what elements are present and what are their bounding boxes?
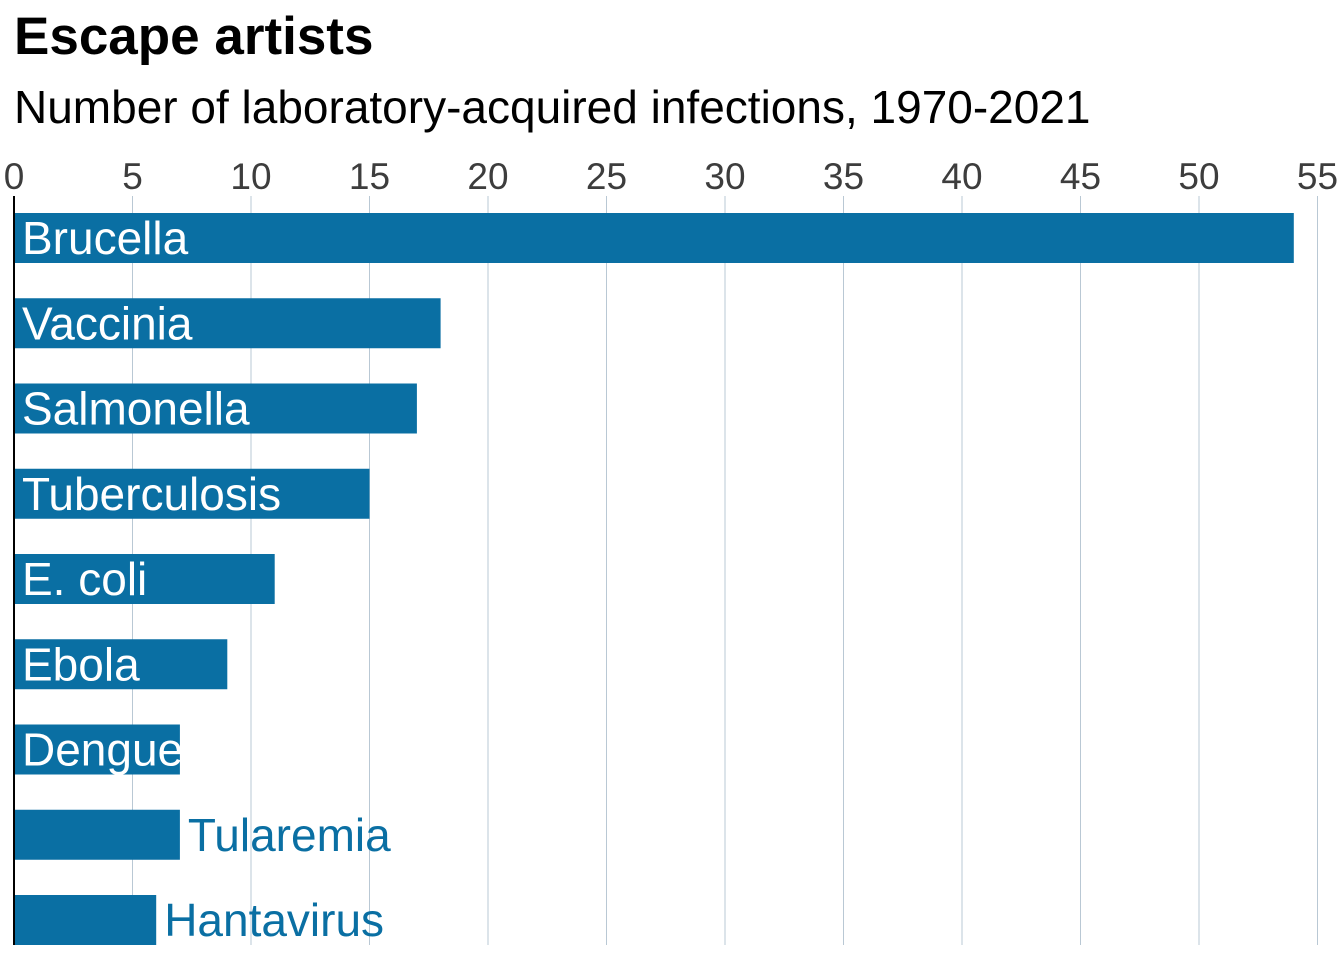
x-tick-label-30: 30 <box>704 156 745 197</box>
bars <box>14 213 1294 945</box>
bar-tularemia <box>14 809 180 860</box>
chart-subtitle: Number of laboratory-acquired infections… <box>14 81 1091 133</box>
x-tick-label-50: 50 <box>1178 156 1219 197</box>
bar-e-coli <box>14 554 275 604</box>
x-tick-label-55: 55 <box>1297 156 1338 197</box>
x-tick-label-15: 15 <box>349 156 390 197</box>
x-tick-label-20: 20 <box>467 156 508 197</box>
x-axis-tick-labels: 0 5 10 15 20 25 30 35 40 45 50 55 <box>4 156 1338 197</box>
x-tick-label-40: 40 <box>941 156 982 197</box>
bar-hantavirus <box>14 895 157 945</box>
gridlines <box>132 196 1318 945</box>
bar-label-vaccinia: Vaccinia <box>22 297 193 349</box>
bar-tuberculosis <box>14 468 370 519</box>
bar-salmonella <box>14 383 417 434</box>
x-tick-label-45: 45 <box>1060 156 1101 197</box>
bar-label-dengue: Dengue <box>22 724 183 776</box>
x-tick-label-35: 35 <box>823 156 864 197</box>
bar-labels: Brucella Vaccinia Salmonella Tuberculosis E.… <box>22 212 391 946</box>
bar-label-hantavirus: Hantavirus <box>164 894 384 946</box>
bar-vaccinia <box>14 298 441 349</box>
bar-label-ebola: Ebola <box>22 638 140 690</box>
x-tick-label-0: 0 <box>4 156 25 197</box>
x-tick-label-10: 10 <box>230 156 271 197</box>
bar-label-tuberculosis: Tuberculosis <box>22 468 281 520</box>
bar-label-salmonella: Salmonella <box>22 383 250 435</box>
bar-ebola <box>14 639 228 690</box>
bar-label-brucella: Brucella <box>22 212 189 264</box>
x-tick-label-25: 25 <box>586 156 627 197</box>
bar-brucella <box>14 213 1294 263</box>
bar-label-e-coli: E. coli <box>22 553 147 605</box>
bar-label-tularemia: Tularemia <box>188 809 391 861</box>
bar-dengue <box>14 724 180 775</box>
chart-title: Escape artists <box>14 7 374 66</box>
x-tick-label-5: 5 <box>122 156 143 197</box>
